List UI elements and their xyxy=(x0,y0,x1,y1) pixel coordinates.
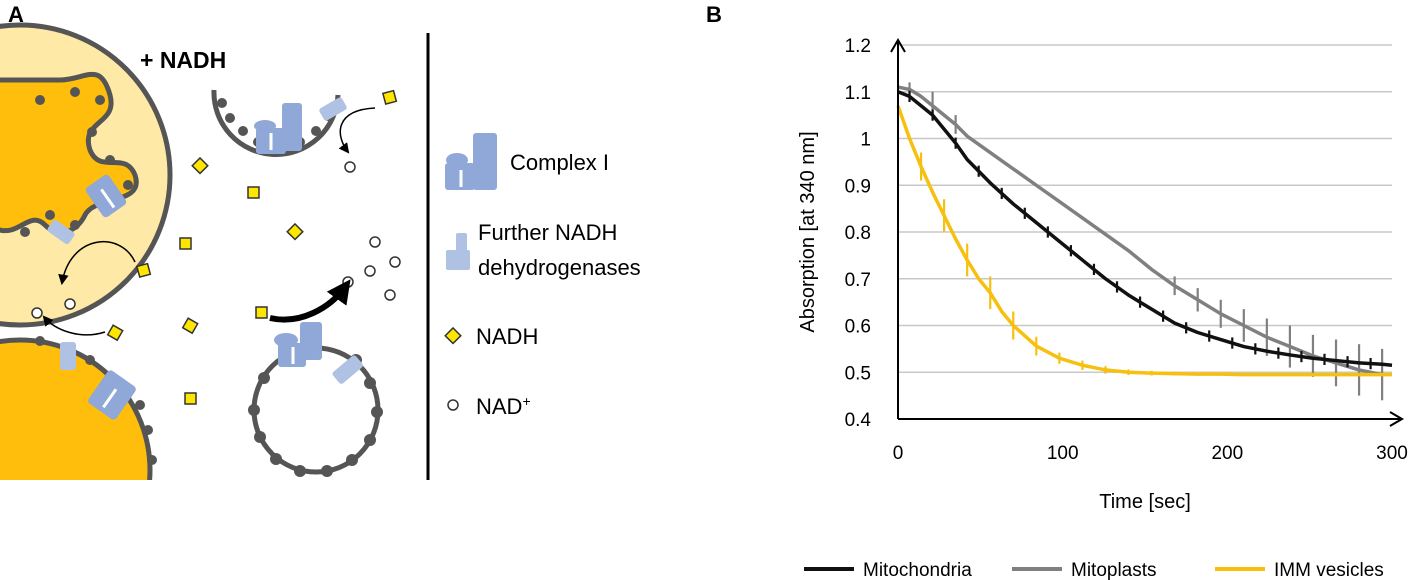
legend-complex-i-icon xyxy=(445,133,497,190)
series-line-mitoplasts xyxy=(897,85,1383,377)
panel-b-label: B xyxy=(706,2,722,27)
imm-vesicle xyxy=(248,322,383,477)
dehydrogenase-glyph xyxy=(319,97,347,121)
panel-a-legend: Complex I Further NADH dehydrogenases NA… xyxy=(444,133,641,419)
chart-series xyxy=(896,82,1393,401)
x-axis-title: Time [sec] xyxy=(1099,491,1191,513)
complex-i-glyph xyxy=(85,174,127,218)
chart-grid xyxy=(898,44,1392,374)
legend-nad: NAD+ xyxy=(476,393,531,419)
y-tick-label: 1 xyxy=(860,130,871,151)
panel-a-label: A xyxy=(8,2,24,27)
panel-a-illustration xyxy=(0,22,401,480)
legend-nad-icon xyxy=(447,399,459,411)
y-tick-label: 0.5 xyxy=(845,363,871,384)
x-tick-label: 0 xyxy=(893,443,904,464)
series-imm-vesicles xyxy=(896,105,1392,377)
y-axis-title: Absorption [at 340 nm] xyxy=(797,131,819,332)
dehydrogenase-glyph xyxy=(47,219,75,245)
legend-label-imm-vesicles: IMM vesicles xyxy=(1274,560,1384,580)
dehydrogenase-glyph xyxy=(60,342,76,370)
legend-nad-sup: + xyxy=(522,393,530,409)
chart-axes xyxy=(890,38,1404,427)
y-tick-labels: 0.4 0.5 0.6 0.7 0.8 0.9 1 1.1 1.2 xyxy=(845,36,872,431)
complex-i-glyph xyxy=(254,103,302,154)
x-axis-arrow xyxy=(1389,411,1404,427)
membrane-fragment-top xyxy=(211,89,347,157)
reaction-arrow xyxy=(42,315,106,336)
reaction-arrow-bold xyxy=(269,279,351,323)
series-line-imm-vesicles xyxy=(896,105,1392,377)
legend-nad-base: NAD xyxy=(476,394,522,419)
absorption-chart: 0.4 0.5 0.6 0.7 0.8 0.9 1 1.1 1.2 0 100 200 300 Tim… xyxy=(797,36,1408,580)
y-tick-label: 0.7 xyxy=(845,270,871,291)
nadh-condition-label: + NADH xyxy=(140,47,226,73)
series-mitoplasts xyxy=(897,82,1384,401)
complex-i-glyph xyxy=(274,322,322,367)
mitochondrion-top-left xyxy=(0,22,173,328)
nad-molecules xyxy=(31,161,401,319)
reaction-arrow xyxy=(338,107,376,154)
x-tick-label: 100 xyxy=(1047,443,1079,464)
legend-nadh: NADH xyxy=(476,324,538,349)
nadh-molecules xyxy=(106,89,398,405)
legend-further-line1: Further NADH xyxy=(478,220,617,245)
legend-further-line2: dehydrogenases xyxy=(478,255,641,280)
y-tick-label: 1.1 xyxy=(845,83,871,104)
x-tick-label: 300 xyxy=(1376,443,1408,464)
x-tick-label: 200 xyxy=(1211,443,1243,464)
mitochondrion-bottom-left xyxy=(0,336,157,480)
y-tick-label: 0.9 xyxy=(845,176,871,197)
dehydrogenase-glyph xyxy=(332,355,363,384)
y-tick-label: 1.2 xyxy=(845,36,871,57)
chart-legend: Mitochondria Mitoplasts IMM vesicles xyxy=(804,560,1384,580)
y-tick-label: 0.4 xyxy=(845,410,872,431)
x-tick-labels: 0 100 200 300 xyxy=(893,443,1408,464)
series-line-mitochondria xyxy=(897,90,1393,367)
series-mitochondria xyxy=(897,90,1393,370)
y-tick-label: 0.8 xyxy=(845,223,871,244)
legend-label-mitochondria: Mitochondria xyxy=(863,560,972,580)
reaction-arrow xyxy=(58,240,136,286)
legend-complex-i: Complex I xyxy=(510,150,609,175)
legend-nadh-icon xyxy=(444,326,462,345)
complex-i-glyph xyxy=(88,370,136,420)
y-tick-label: 0.6 xyxy=(845,317,871,338)
y-axis-arrow xyxy=(890,38,906,53)
legend-label-mitoplasts: Mitoplasts xyxy=(1071,560,1157,580)
legend-dehydrogenase-icon xyxy=(446,233,470,270)
